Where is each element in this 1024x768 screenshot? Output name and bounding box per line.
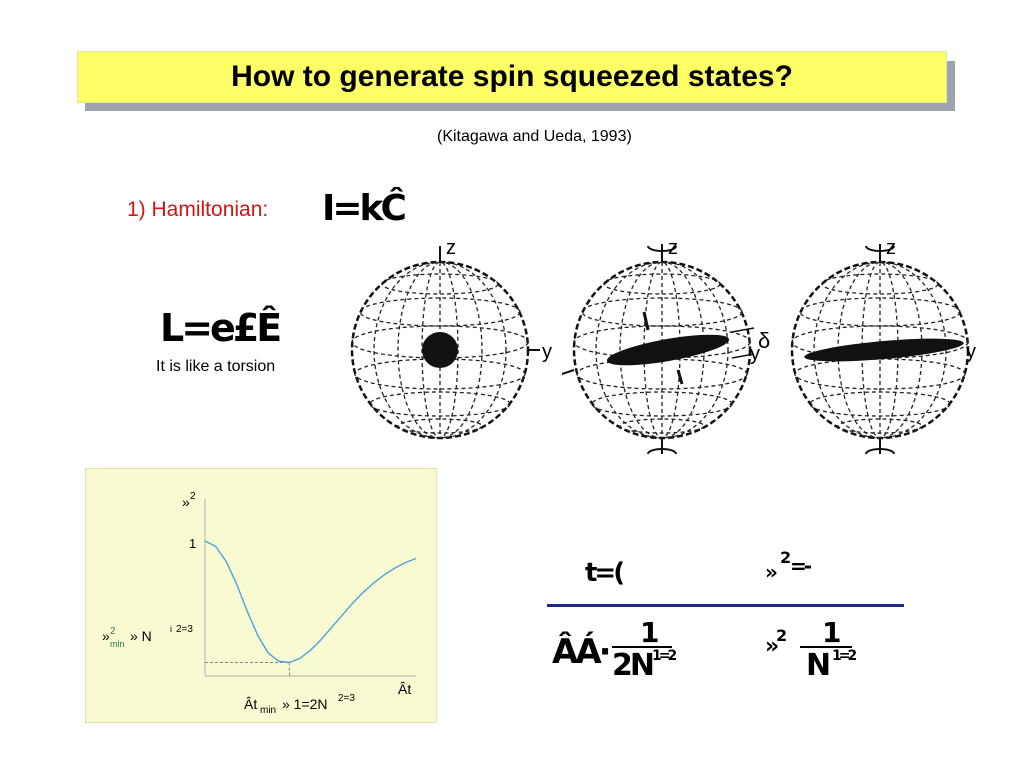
hamiltonian-label: 1) Hamiltonian: bbox=[127, 198, 269, 221]
bloch-spheres-figure: z y δ z y z y bbox=[350, 237, 976, 455]
title-banner: How to generate spin squeezed states? bbox=[77, 51, 947, 103]
equation-divider bbox=[547, 604, 904, 607]
plot-ylabel: » bbox=[182, 494, 190, 510]
sphere-twisted: δ z y bbox=[561, 237, 770, 455]
eq-top-right-exp: 2 bbox=[780, 548, 791, 567]
sphere2-delta: δ bbox=[758, 328, 770, 353]
plot-min-power-prefix: i bbox=[170, 624, 172, 634]
plot-tmin-power: 2=3 bbox=[338, 693, 355, 704]
plot-ytick-one: 1 bbox=[189, 536, 196, 551]
eq-bottom-right-den-exp: 1=2 bbox=[832, 648, 857, 664]
sphere-initial: z y bbox=[350, 237, 552, 440]
plot-min-approx: » N bbox=[130, 628, 152, 644]
eq-bottom-right-exp: 2 bbox=[776, 626, 787, 645]
eq-bottom-left-den: 2N bbox=[612, 648, 655, 683]
sphere1-axis-y: y bbox=[542, 341, 552, 363]
plot-tmin-label: Ât bbox=[244, 696, 257, 712]
plot-series-line bbox=[204, 540, 417, 664]
plot-xlabel: Ât bbox=[398, 681, 411, 697]
eq-bottom-right-lhs: » bbox=[765, 634, 779, 659]
eq-bottom-left-lhs: ÂÁ· bbox=[552, 632, 612, 672]
plot-min-sub: min bbox=[110, 639, 125, 649]
plot-min-exp: 2 bbox=[110, 626, 116, 637]
eq-top-right-rest: =- bbox=[790, 554, 812, 578]
page-title: How to generate spin squeezed states? bbox=[231, 60, 793, 93]
plot-min-label: » bbox=[102, 628, 110, 644]
sphere3-axis-z: z bbox=[886, 237, 896, 259]
sphere1-axis-z: z bbox=[446, 237, 456, 259]
sphere2-axis-z: z bbox=[668, 237, 678, 259]
torsion-formula: L=e£Ê bbox=[160, 306, 282, 350]
hamiltonian-formula: I=kĈ bbox=[322, 188, 407, 229]
sphere3-axis-y: y bbox=[966, 341, 976, 363]
eq-bottom-right-fraction-bar bbox=[800, 646, 852, 648]
torsion-caption: It is like a torsion bbox=[156, 358, 276, 375]
plot-ylabel-exp: 2 bbox=[190, 491, 196, 502]
eq-bottom-left-num: 1 bbox=[640, 616, 660, 649]
citation: (Kitagawa and Ueda, 1993) bbox=[437, 128, 632, 145]
sphere-squeezed: z y bbox=[790, 237, 976, 455]
plot-min-power: 2=3 bbox=[176, 624, 193, 635]
sphere2-axis-y: y bbox=[750, 343, 760, 365]
plot-tmin-sub: min bbox=[260, 705, 276, 716]
eq-bottom-right-den: N bbox=[806, 648, 831, 683]
eq-bottom-left-fraction-bar bbox=[612, 646, 672, 648]
eq-bottom-right-num: 1 bbox=[822, 616, 842, 649]
eq-bottom-left-den-exp: 1=2 bbox=[652, 648, 677, 664]
eq-top-left: t=( bbox=[585, 558, 625, 588]
plot-tmin-approx: » 1=2N bbox=[282, 696, 328, 712]
squeezing-plot: » 2 1 » 2 min » N i 2=3 Ât Ât min » 1=2N… bbox=[102, 491, 417, 716]
squeezing-plot-panel: » 2 1 » 2 min » N i 2=3 Ât Ât min » 1=2N… bbox=[85, 468, 437, 723]
eq-top-right-main: » bbox=[765, 560, 778, 584]
